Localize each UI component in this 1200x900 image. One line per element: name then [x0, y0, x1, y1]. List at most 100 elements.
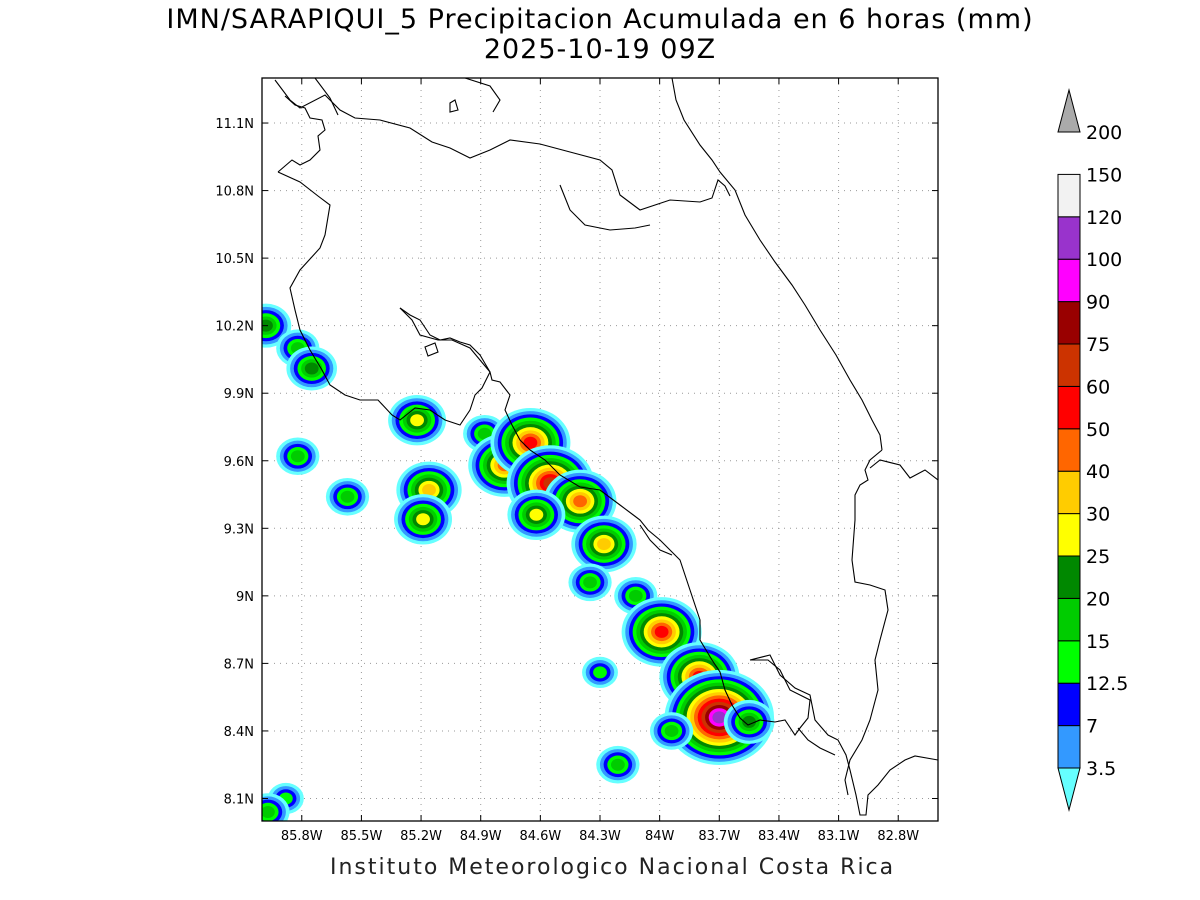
colorbar-segment	[1057, 173, 1081, 218]
precip-cell	[723, 699, 775, 744]
lake-island	[449, 99, 459, 113]
axis-ticks: 85.8W 85.5W 85.2W 84.9W 84.6W 84.3W 84W 83.7W 83…	[215, 78, 938, 844]
precip-contour	[262, 805, 275, 818]
color-legend: 3.5 7 12.5 15 20 25 30 40 50 60 75 90 100 120 150 200	[1057, 88, 1128, 812]
colorbar-label: 200	[1086, 122, 1122, 144]
colorbar-segment	[1057, 258, 1081, 303]
map-frame	[261, 77, 939, 822]
precip-contour	[523, 436, 538, 449]
colorbar-segment	[1057, 513, 1081, 557]
colorbar-label: 120	[1086, 207, 1122, 229]
precip-contour	[477, 427, 492, 440]
colorbar-label: 75	[1086, 334, 1110, 356]
precip-contour	[664, 724, 679, 737]
lat-tick-label: 10.2N	[215, 320, 254, 335]
colorbar-max-triangle	[1057, 88, 1081, 133]
colorbar-segment	[1057, 301, 1081, 345]
colorbar-segment	[1057, 555, 1081, 599]
nicaragua-lake-shore-west	[314, 78, 339, 116]
precip-cell	[571, 515, 637, 573]
precip-contour	[628, 589, 643, 602]
precip-contour	[529, 508, 544, 521]
colorbar-label: 3.5	[1086, 758, 1116, 780]
lat-tick-label: 8.1N	[224, 792, 254, 807]
precip-contour	[304, 362, 319, 375]
colorbar-label: 90	[1086, 292, 1110, 314]
lon-tick-label: 85.5W	[341, 829, 383, 844]
lat-tick-label: 11.1N	[215, 117, 254, 132]
colorbar-segment	[1057, 343, 1081, 387]
lat-tick-label: 10.5N	[215, 252, 254, 267]
panama-border	[797, 727, 836, 756]
lon-tick-label: 83.4W	[758, 829, 800, 844]
colorbar-segment	[1057, 682, 1081, 727]
lat-tick-label: 8.7N	[224, 657, 254, 672]
pacific-coast	[277, 95, 491, 426]
colorbar-segment	[1057, 597, 1081, 642]
lon-tick-label: 85.2W	[400, 829, 442, 844]
map-subtitle-datetime: 2025-10-19 09Z	[483, 34, 717, 65]
colorbar-label: 12.5	[1086, 673, 1128, 695]
lon-tick-label: 83.1W	[818, 829, 860, 844]
precipitation-field	[262, 303, 775, 821]
lat-tick-label: 9.6N	[224, 455, 254, 470]
precip-cell	[582, 656, 618, 689]
caribbean-coast	[671, 78, 883, 451]
bocas-coast	[844, 449, 889, 796]
colorbar-segment	[1057, 640, 1081, 684]
colorbar-segment	[1057, 470, 1081, 515]
lon-tick-label: 84.6W	[519, 829, 561, 844]
colorbar-segment	[1057, 216, 1081, 260]
country-border	[559, 184, 651, 231]
lon-tick-label: 82.8W	[877, 829, 919, 844]
precip-contour	[593, 666, 607, 679]
lon-tick-label: 84.9W	[460, 829, 502, 844]
precip-contour	[610, 758, 625, 771]
precip-cell	[286, 346, 338, 391]
precip-cell	[325, 477, 370, 516]
colorbar-label: 60	[1086, 376, 1110, 398]
colorbar-min-triangle	[1057, 767, 1081, 812]
colorbar-label: 100	[1086, 249, 1122, 271]
nicoya-inner	[424, 342, 439, 357]
colorbar-label: 20	[1086, 588, 1110, 610]
lat-tick-label: 8.4N	[224, 725, 254, 740]
colorbar-label: 150	[1086, 164, 1122, 186]
precip-contour	[583, 576, 597, 589]
precip-cell	[262, 303, 292, 348]
colorbar-label: 7	[1086, 716, 1098, 738]
lat-tick-label: 10.8N	[215, 185, 254, 200]
precip-contour	[712, 711, 727, 724]
colorbar-label: 25	[1086, 546, 1110, 568]
colorbar-segment	[1057, 385, 1081, 430]
precip-cell	[394, 494, 453, 545]
lat-tick-label: 9N	[236, 590, 254, 605]
lon-tick-label: 84W	[645, 829, 675, 844]
lon-tick-label: 84.3W	[579, 829, 621, 844]
footer-credit: Instituto Meteorologico Nacional Costa R…	[330, 855, 896, 880]
colorbar-segment	[1057, 725, 1081, 769]
precip-cell	[568, 563, 612, 602]
precip-cell	[262, 793, 290, 821]
bocas-east	[869, 459, 938, 481]
precip-cell	[649, 712, 694, 750]
precip-contour	[742, 715, 757, 728]
lon-tick-label: 85.8W	[281, 829, 323, 844]
map-title: IMN/SARAPIQUI_5 Precipitacion Acumulada …	[166, 4, 1034, 35]
precip-contour	[290, 450, 305, 463]
lat-tick-label: 9.3N	[224, 522, 254, 537]
precip-cell	[507, 489, 566, 540]
precip-contour	[422, 484, 436, 497]
colorbar-label: 15	[1086, 631, 1110, 653]
precip-cell	[596, 745, 640, 784]
colorbar-label: 40	[1086, 461, 1110, 483]
gulf-nicoya	[399, 307, 811, 736]
precip-contour	[654, 625, 669, 638]
precip-contour	[410, 414, 424, 427]
nicaragua-north-shore	[464, 78, 501, 113]
lon-tick-label: 83.7W	[698, 829, 740, 844]
coastlines	[274, 78, 938, 816]
colorbar-label: 50	[1086, 419, 1110, 441]
osa-peninsula	[639, 524, 673, 556]
